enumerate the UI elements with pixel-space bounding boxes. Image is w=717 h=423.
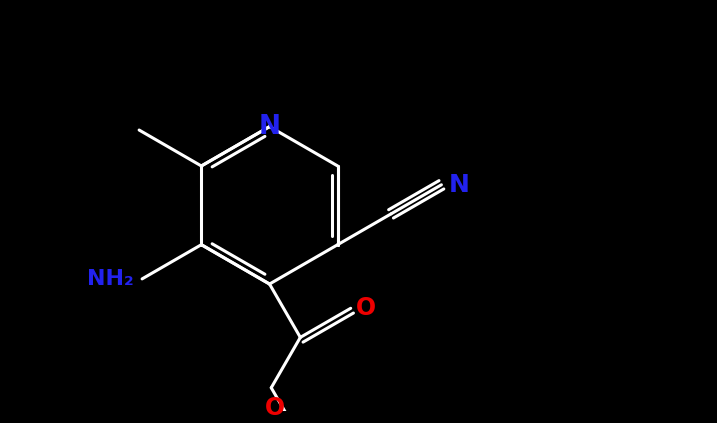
Text: N: N [448, 173, 469, 197]
Text: O: O [265, 396, 285, 420]
Text: NH₂: NH₂ [87, 269, 134, 289]
Text: N: N [259, 114, 280, 140]
Text: O: O [356, 296, 376, 320]
